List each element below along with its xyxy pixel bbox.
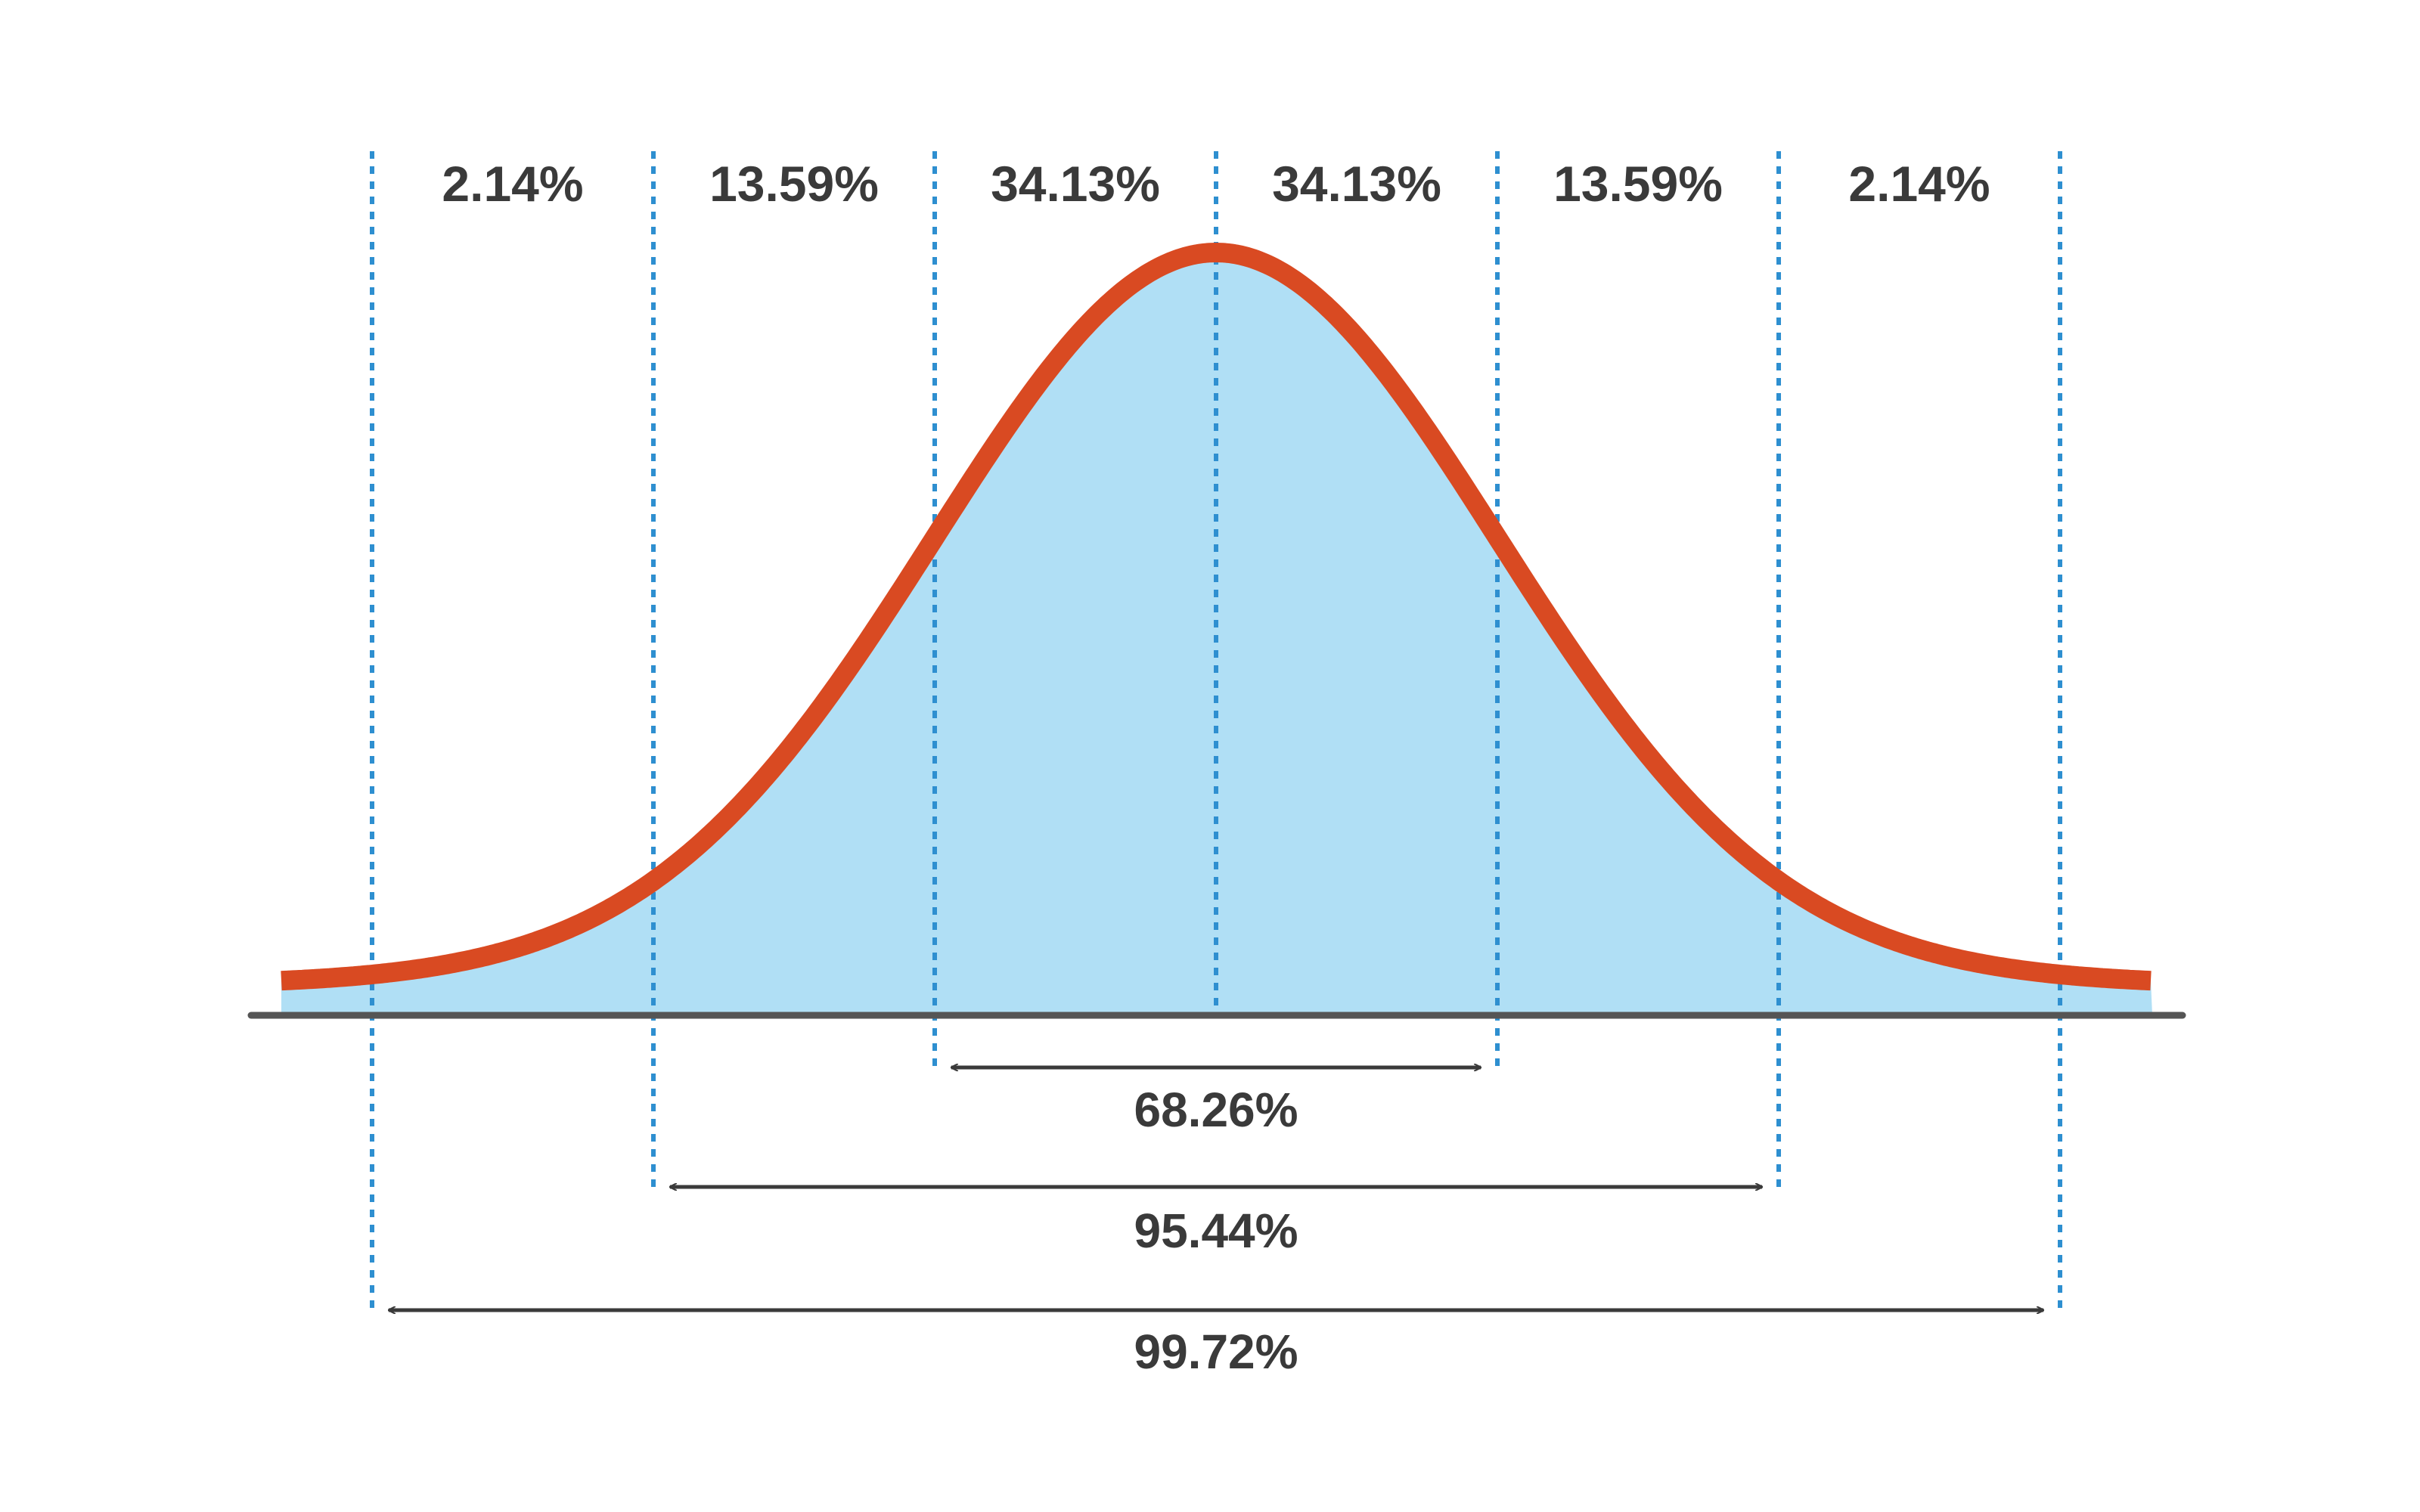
fill-layer bbox=[281, 253, 2152, 1015]
segment-percent-label: 34.13% bbox=[991, 156, 1160, 212]
range-layer: 68.26% 95.44% 99.72% bbox=[389, 1067, 2043, 1379]
segment-percent-label: 13.59% bbox=[709, 156, 879, 212]
segment-labels: 2.14% 13.59% 34.13% 34.13% 13.59% 2.14% bbox=[442, 156, 1990, 212]
normal-curve bbox=[275, 243, 2158, 991]
range-percent-label: 68.26% bbox=[1134, 1083, 1298, 1137]
segment-percent-label: 34.13% bbox=[1272, 156, 1441, 212]
area-under-curve bbox=[281, 253, 2152, 1015]
curve-layer bbox=[275, 243, 2158, 991]
segment-percent-label: 13.59% bbox=[1553, 156, 1723, 212]
segment-percent-label: 2.14% bbox=[1848, 156, 1990, 212]
range-percent-label: 95.44% bbox=[1134, 1204, 1298, 1258]
range-percent-label: 99.72% bbox=[1134, 1325, 1298, 1379]
segment-percent-label: 2.14% bbox=[442, 156, 583, 212]
